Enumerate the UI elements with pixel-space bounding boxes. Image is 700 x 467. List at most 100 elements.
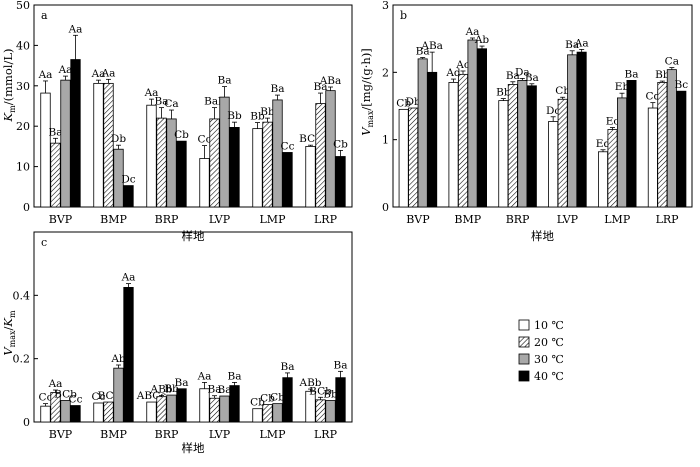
y-tick-label: 40 — [16, 39, 30, 52]
data-label: BCb — [309, 385, 332, 397]
x-tick-label: BMP — [100, 213, 127, 226]
bar — [272, 403, 283, 423]
x-tick-label: BMP — [454, 213, 481, 226]
data-label: Cd — [645, 91, 660, 103]
data-label: Ba — [271, 83, 285, 95]
bar — [50, 142, 61, 208]
data-label: Ad — [445, 67, 461, 79]
panel-label: b — [400, 9, 407, 22]
bar — [209, 397, 220, 423]
x-tick-label: BVP — [49, 428, 73, 441]
data-label: Aa — [197, 370, 212, 382]
data-label: Ba — [281, 361, 295, 373]
plot-frame — [392, 4, 693, 208]
x-tick-label: LMP — [260, 428, 287, 441]
bar — [262, 121, 273, 208]
bar — [229, 385, 240, 423]
chart-panel-c: Vmax/Km c00.20.4BVPCcAaBCbCcBMPCcBCcAbAa… — [1, 231, 353, 455]
data-label: BCb — [54, 388, 77, 400]
data-label: Cb — [270, 392, 285, 404]
bar — [427, 71, 438, 208]
data-label: Ba — [155, 96, 169, 108]
bar — [272, 99, 283, 208]
data-label: Aa — [465, 26, 480, 38]
bar — [598, 151, 609, 208]
data-label: Ba — [218, 384, 232, 396]
legend-swatch — [518, 319, 530, 331]
data-label: Ba — [218, 75, 232, 87]
x-tick-label: LRP — [656, 213, 680, 226]
bar — [335, 156, 346, 208]
x-axis-label: 样地 — [182, 229, 205, 243]
bar — [315, 399, 326, 423]
ylabel-panel-a: Km/(mmol/L) — [1, 49, 17, 123]
ylabel-panel-c: Vmax/Km — [1, 310, 17, 356]
panel-label: a — [41, 9, 48, 22]
data-label: ABb — [149, 383, 172, 395]
bar — [219, 395, 230, 423]
data-label: Eb — [615, 81, 630, 93]
data-label: Ba — [416, 46, 430, 58]
data-label: Ba — [506, 70, 520, 82]
data-label: ABa — [420, 40, 443, 52]
bar — [676, 90, 687, 208]
bar — [467, 39, 478, 208]
data-label: Aa — [101, 67, 116, 79]
bar — [498, 100, 509, 208]
data-label: Db — [406, 96, 421, 108]
data-label: Bb — [655, 69, 670, 81]
bar — [626, 80, 637, 208]
data-label: Aa — [38, 69, 53, 81]
data-label: Ba — [334, 359, 348, 371]
legend-swatch — [518, 370, 530, 382]
data-label: Cc — [92, 391, 106, 403]
data-label: Cc — [198, 134, 212, 146]
data-label: Db — [111, 133, 126, 145]
data-label: Aa — [91, 68, 106, 80]
bar — [398, 108, 409, 208]
bar — [93, 82, 104, 208]
y-tick-label: 2 — [382, 66, 389, 79]
legend: 10 ℃ 20 ℃ 30 ℃ 40 ℃ — [518, 319, 564, 383]
plot-frame — [33, 4, 353, 208]
bar — [507, 84, 518, 208]
bar — [262, 404, 273, 423]
y-tick-label: 0.2 — [13, 353, 31, 366]
data-label: Aa — [68, 23, 83, 35]
data-label: Cb — [260, 393, 275, 405]
bar — [282, 377, 293, 423]
data-label: Cc — [69, 394, 83, 406]
x-tick-label: LRP — [314, 213, 338, 226]
data-label: Ac — [455, 59, 470, 71]
bar — [408, 107, 419, 208]
data-label: Cb — [555, 85, 570, 97]
x-tick-label: LMP — [260, 213, 287, 226]
data-label: Ed — [596, 138, 611, 150]
y-tick-label: 30 — [16, 80, 30, 93]
x-tick-label: LVP — [209, 213, 231, 226]
data-label: Cb — [396, 97, 411, 109]
bar — [476, 48, 487, 208]
bar — [156, 117, 167, 208]
bar — [60, 79, 71, 208]
data-label: Aa — [144, 87, 159, 99]
bar — [607, 129, 618, 208]
data-label: Bb — [260, 106, 275, 118]
bar — [70, 405, 81, 423]
legend-label: 30 ℃ — [534, 353, 564, 366]
bar — [315, 103, 326, 208]
ylabel-panel-b: Vmax/[mg/(g·h)] — [359, 48, 375, 136]
x-tick-label: LMP — [604, 213, 631, 226]
x-tick-label: BRP — [155, 428, 179, 441]
panel-label: c — [41, 236, 47, 249]
data-label: Ab — [474, 34, 490, 46]
legend-label: 40 ℃ — [534, 370, 564, 383]
data-label: Ba — [175, 377, 189, 389]
bar — [325, 400, 336, 423]
bar — [557, 98, 568, 208]
data-label: Cb — [174, 129, 189, 141]
data-label: Bb — [250, 111, 265, 123]
bar — [146, 401, 157, 423]
bar — [567, 54, 578, 208]
bar — [526, 85, 537, 208]
